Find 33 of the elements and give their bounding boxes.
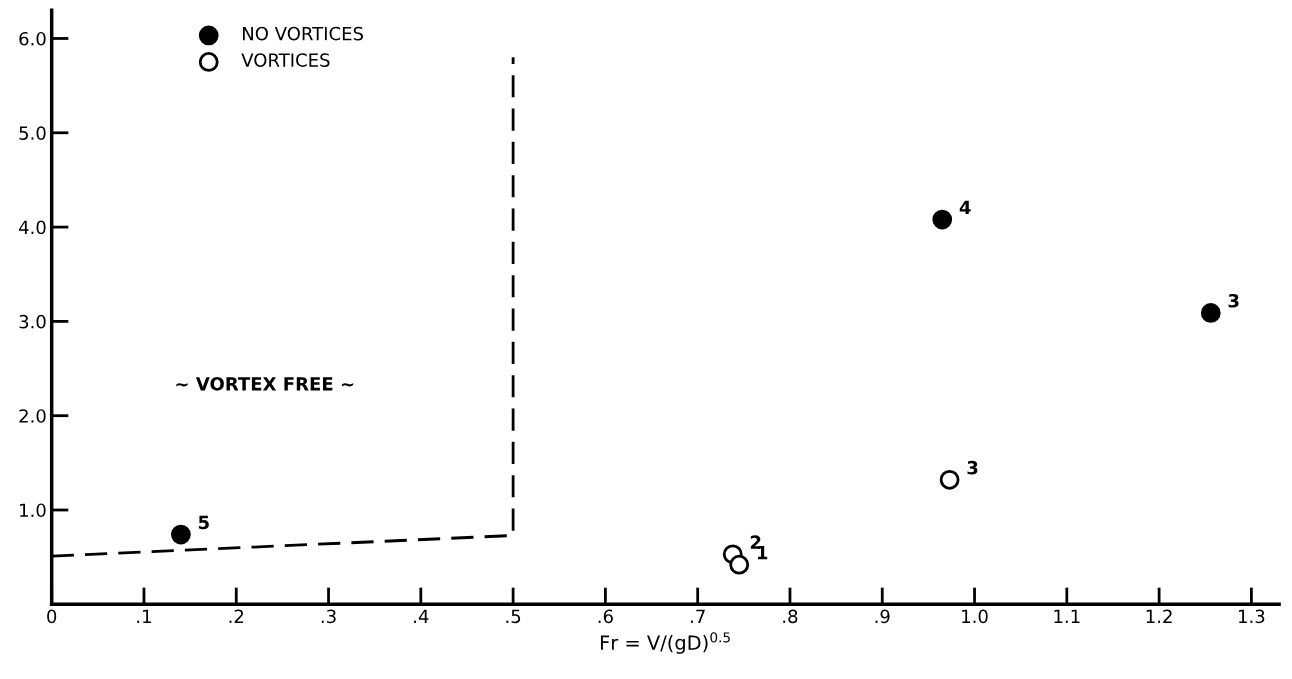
annotation: 3 <box>967 460 978 475</box>
annotation: 5 <box>198 515 209 530</box>
annotation: ~ VORTEX FREE ~ <box>176 377 354 391</box>
point <box>939 469 960 490</box>
y-tick-label: 3.0 <box>19 314 46 329</box>
point <box>170 524 191 545</box>
annotation: 4 <box>959 200 971 214</box>
point <box>1200 303 1221 323</box>
x-tick-label: .3 <box>321 609 336 624</box>
x-tick-label: .6 <box>598 609 613 624</box>
annotation: 3 <box>1228 293 1239 308</box>
y-tick-label: 1.0 <box>20 503 46 518</box>
y-tick-label: 2.0 <box>19 409 46 423</box>
y-tick-label: 4.0 <box>18 220 46 235</box>
x-tick-label: .5 <box>506 609 521 624</box>
legend-label: VORTICES <box>241 53 330 67</box>
x-tick-label: 1.3 <box>1239 609 1265 624</box>
x-tick-label: 0 <box>47 609 57 624</box>
x-tick-label: 1.2 <box>1146 609 1172 623</box>
y-tick-label: 5.0 <box>19 126 46 140</box>
x-tick-label: 1.0 <box>962 609 988 624</box>
point <box>932 209 953 230</box>
legend-label: NO VORTICES <box>243 26 363 41</box>
x-tick-label: .7 <box>691 609 705 623</box>
point <box>729 554 750 575</box>
y-tick-label: 6.0 <box>19 31 46 46</box>
x-tick-label: 1.1 <box>1054 609 1080 623</box>
x-tick-label: .4 <box>414 609 429 623</box>
x-axis-title: Fr = V/(gD)$^{0.5}$ <box>600 632 730 654</box>
x-tick-label: .2 <box>229 609 244 623</box>
x-tick-label: .8 <box>783 609 798 624</box>
x-tick-label: .1 <box>137 609 151 623</box>
x-tick-label: .9 <box>875 609 890 624</box>
